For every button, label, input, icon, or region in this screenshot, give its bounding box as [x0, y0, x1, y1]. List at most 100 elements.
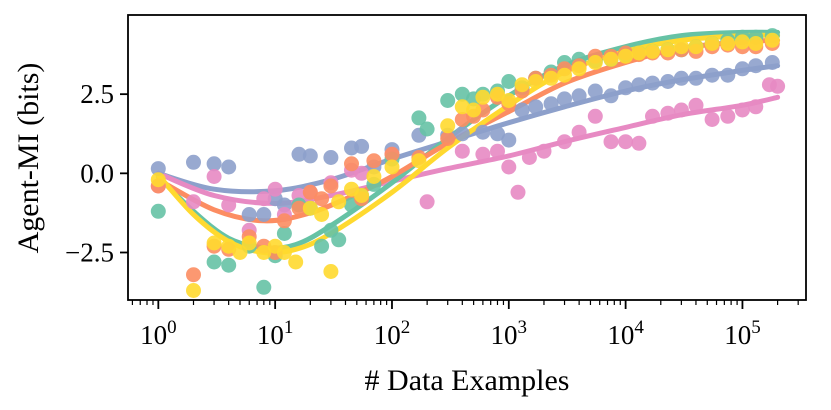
- x-tick-label-4: 104: [607, 317, 644, 350]
- point-orange-9: [302, 184, 318, 200]
- point-purple-1: [186, 154, 201, 170]
- point-pink-32: [704, 112, 720, 127]
- point-yellow-18: [411, 153, 427, 169]
- x-axis-label: # Data Examples: [365, 364, 570, 397]
- point-green-0: [150, 203, 166, 219]
- point-pink-29: [660, 105, 676, 121]
- point-purple-37: [748, 58, 764, 74]
- point-yellow-36: [673, 39, 689, 55]
- point-green-23: [501, 74, 517, 89]
- point-purple-31: [660, 74, 676, 89]
- point-pink-22: [557, 134, 572, 150]
- point-pink-19: [510, 184, 526, 200]
- point-yellow-39: [720, 36, 736, 51]
- point-pink-3: [221, 197, 237, 213]
- point-pink-12: [354, 165, 370, 181]
- point-orange-11: [323, 178, 339, 194]
- x-tick-label-1: 101: [257, 317, 294, 350]
- point-purple-19: [490, 126, 505, 142]
- point-yellow-17: [384, 159, 400, 175]
- point-pink-25: [603, 134, 619, 150]
- point-green-11: [331, 232, 347, 248]
- point-yellow-33: [631, 45, 647, 61]
- point-yellow-31: [603, 51, 619, 67]
- y-tick-label-0: −2.5: [65, 238, 114, 268]
- point-yellow-21: [466, 102, 482, 118]
- point-orange-15: [384, 146, 400, 162]
- point-pink-34: [734, 102, 750, 118]
- x-axis: 100 101 102 103 104 105: [131, 300, 799, 350]
- x-tick-label-5: 105: [724, 317, 761, 350]
- point-pink-15: [454, 143, 470, 159]
- point-pink-20: [521, 150, 537, 165]
- point-pink-16: [475, 146, 491, 162]
- point-yellow-2: [206, 235, 222, 251]
- x-tick-label-2: 102: [374, 317, 411, 350]
- point-yellow-11: [314, 207, 330, 222]
- y-axis-label: Agent-MI (bits): [12, 63, 45, 254]
- point-yellow-42: [764, 32, 780, 48]
- point-green-16: [411, 110, 427, 126]
- point-yellow-26: [528, 74, 544, 89]
- point-purple-34: [704, 67, 720, 83]
- point-yellow-27: [543, 70, 559, 86]
- point-yellow-29: [571, 61, 587, 77]
- point-orange-14: [366, 153, 382, 169]
- point-yellow-0: [150, 172, 166, 188]
- point-yellow-41: [748, 36, 764, 51]
- point-purple-25: [571, 88, 587, 104]
- point-orange-18: [454, 112, 470, 127]
- point-purple-38: [764, 55, 780, 70]
- point-purple-23: [543, 96, 559, 112]
- point-yellow-9: [288, 254, 304, 270]
- point-yellow-40: [734, 34, 750, 50]
- point-purple-18: [475, 124, 491, 140]
- point-pink-28: [645, 108, 660, 124]
- point-pink-23: [571, 124, 587, 140]
- point-green-2: [221, 257, 237, 273]
- point-yellow-4: [232, 245, 248, 260]
- point-orange-12: [344, 156, 359, 172]
- point-pink-21: [536, 143, 552, 159]
- point-green-9: [314, 238, 330, 254]
- point-yellow-32: [618, 48, 634, 64]
- point-purple-28: [618, 80, 634, 96]
- point-pink-27: [631, 135, 647, 151]
- point-purple-3: [221, 159, 237, 175]
- point-purple-30: [645, 75, 660, 91]
- point-yellow-30: [587, 55, 603, 70]
- point-yellow-10: [302, 200, 318, 216]
- point-yellow-19: [440, 118, 456, 134]
- point-purple-0: [150, 161, 166, 177]
- point-purple-33: [688, 70, 704, 86]
- point-pink-26: [618, 134, 634, 150]
- point-pink-6: [267, 181, 283, 197]
- point-yellow-25: [514, 77, 530, 93]
- plot-frame: [127, 14, 807, 301]
- point-orange-17: [440, 131, 456, 146]
- point-yellow-5: [241, 235, 257, 251]
- point-green-6: [276, 226, 292, 241]
- point-yellow-34: [645, 43, 660, 59]
- point-purple-26: [587, 83, 603, 99]
- point-purple-12: [354, 138, 370, 154]
- point-green-19: [454, 86, 470, 102]
- y-tick-label-1: 0.0: [80, 158, 114, 188]
- point-pink-1: [186, 194, 201, 210]
- point-purple-29: [631, 77, 647, 93]
- point-purple-10: [323, 150, 339, 165]
- point-yellow-37: [688, 39, 704, 55]
- point-purple-22: [528, 99, 544, 115]
- point-yellow-12: [323, 264, 339, 279]
- point-yellow-22: [475, 89, 491, 105]
- point-orange-10: [314, 191, 330, 207]
- point-pink-14: [419, 194, 435, 210]
- point-yellow-13: [331, 194, 347, 210]
- point-purple-8: [291, 146, 307, 162]
- point-green-18: [440, 93, 456, 108]
- point-pink-2: [206, 169, 222, 184]
- point-purple-2: [206, 156, 222, 172]
- point-yellow-28: [557, 67, 572, 83]
